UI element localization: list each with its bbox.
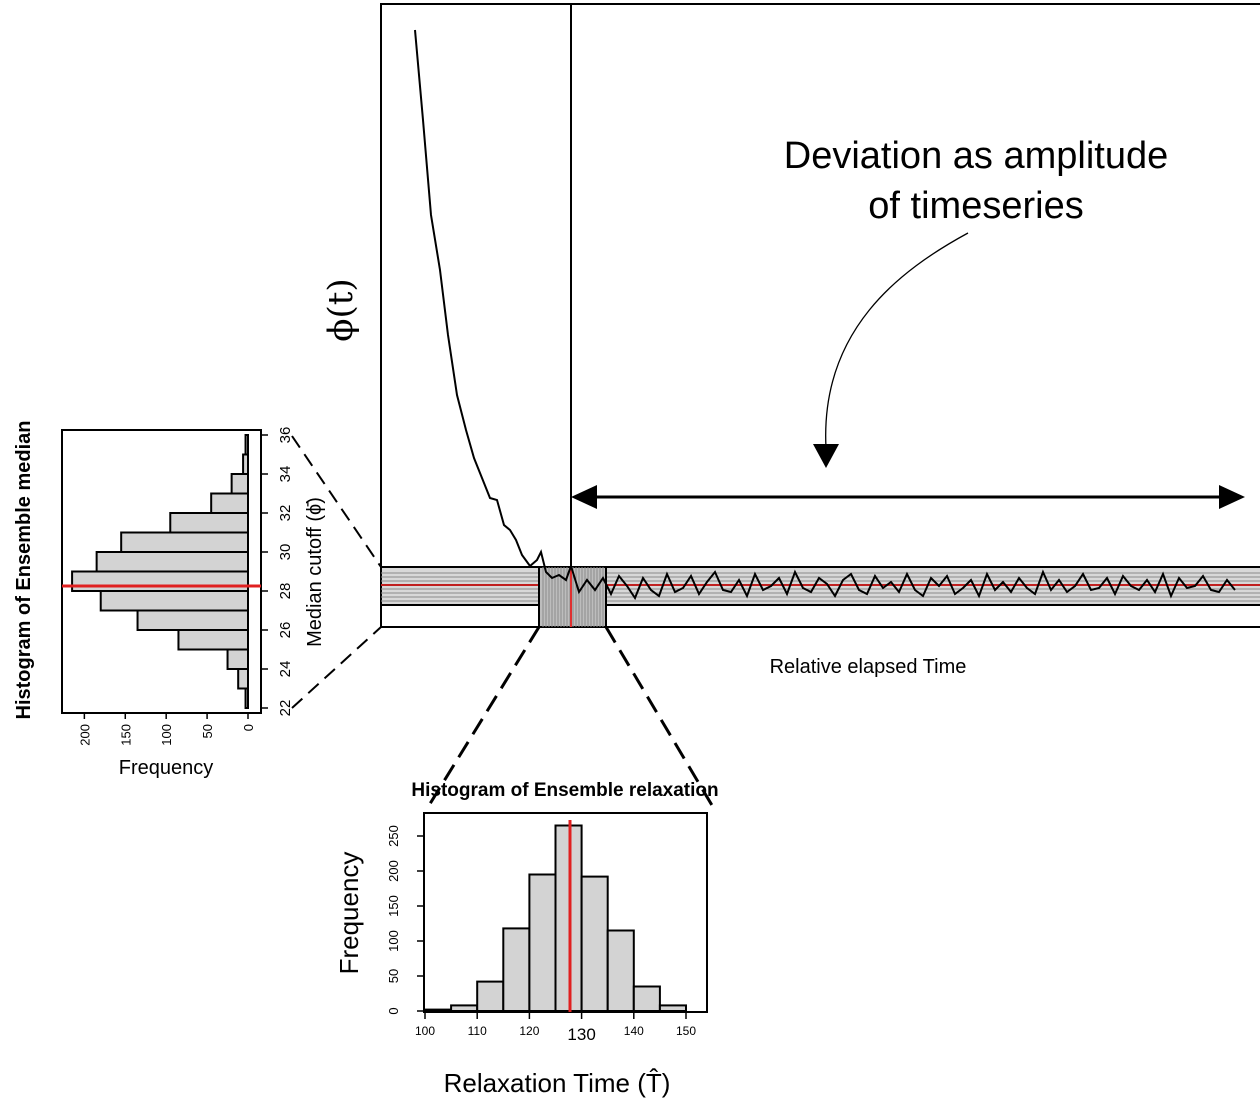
relaxation-x-tick-label: 110: [468, 1024, 487, 1038]
relaxation-bar: [658, 1004, 688, 1013]
median-histogram-frame: [61, 429, 262, 714]
relaxation-x-tick-label: 140: [624, 1024, 644, 1038]
median-histogram: 22 24 26 28 30 32 34 36 200 150 100 50 0 Median cut…: [13, 421, 326, 779]
relaxation-bar: [606, 929, 635, 1012]
relaxation-y-tick-label: 150: [386, 895, 401, 917]
main-panel: Deviation as amplitude of timeseries ϕ(t…: [321, 3, 1260, 678]
time-axis-label: Relative elapsed Time: [770, 656, 967, 678]
relaxation-x-tick-label: 120: [519, 1024, 539, 1038]
median-cutoff-axis-label: Median cutoff (ϕ̄): [304, 497, 326, 647]
median-frequency-tick-label: 150: [118, 724, 133, 746]
relaxation-frequency-label: Frequency: [334, 852, 364, 975]
median-cutoff-tick-label: 36: [277, 427, 294, 444]
median-bar: [95, 551, 249, 573]
relaxation-y-tick-label: 200: [386, 860, 401, 882]
median-bar: [99, 590, 249, 612]
annotation-line-2: of timeseries: [868, 185, 1083, 227]
relaxation-bar: [528, 873, 557, 1012]
median-cutoff-tick-label: 26: [277, 622, 294, 639]
relaxation-y-tick-label: 50: [386, 969, 401, 983]
median-bar: [244, 687, 250, 709]
median-cutoff-tick-label: 30: [277, 544, 294, 561]
main-panel-frame: [380, 3, 1260, 628]
median-cutoff-tick-label: 24: [277, 661, 294, 678]
median-bar: [120, 531, 249, 553]
median-cutoff-tick-label: 22: [277, 700, 294, 717]
median-bar: [226, 648, 250, 670]
annotation-line-1: Deviation as amplitude: [784, 135, 1168, 177]
median-frequency-tick-label: 50: [200, 724, 215, 738]
median-bar: [136, 609, 249, 631]
median-frequency-ticks: 200 150 100 50 0: [77, 713, 256, 746]
relaxation-y-tick-label: 250: [386, 825, 401, 847]
median-cutoff-tick-label: 28: [277, 583, 294, 600]
pointer-arrow-curve: [825, 232, 969, 449]
median-bar: [71, 570, 249, 592]
relaxation-histogram-title: Histogram of Ensemble relaxation: [411, 780, 718, 801]
relaxation-bar: [502, 927, 531, 1013]
relaxation-x-ticks: 100 110 120 130 140 150: [415, 1012, 696, 1044]
relaxation-x-tick-label: 100: [415, 1024, 435, 1038]
pointer-arrow-head: [813, 444, 839, 468]
median-bar: [210, 492, 250, 514]
relaxation-bar: [476, 980, 505, 1012]
connector-relax-left: [426, 626, 541, 808]
median-cutoff-tick-label: 34: [277, 466, 294, 483]
connector-relax-right: [604, 626, 715, 808]
median-bar: [242, 453, 250, 475]
relaxation-bar: [632, 985, 661, 1012]
median-frequency-tick-label: 100: [159, 724, 174, 746]
median-bar: [177, 629, 249, 651]
relaxation-time-label: Relaxation Time (T̂): [444, 1068, 671, 1098]
phi-axis-label: ϕ(t): [321, 278, 361, 341]
connector-lines: [291, 435, 715, 808]
phi-timeseries-line: [414, 29, 1236, 601]
arrow-right-head: [1219, 485, 1245, 509]
median-bar: [230, 473, 250, 495]
arrow-left-head: [571, 485, 597, 509]
relaxation-y-tick-label: 0: [386, 1007, 401, 1014]
median-frequency-tick-label: 200: [77, 724, 92, 746]
median-cutoff-ticks: 22 24 26 28 30 32 34 36: [261, 427, 294, 717]
relaxation-x-tick-label: 130: [567, 1025, 595, 1044]
median-bar: [237, 668, 250, 690]
relaxation-histogram-bars: [424, 824, 688, 1013]
relaxation-bar: [424, 1008, 453, 1012]
median-frequency-label: Frequency: [119, 757, 214, 779]
relaxation-histogram: Histogram of Ensemble relaxation 100 110 1…: [334, 780, 719, 1098]
median-frequency-tick-label: 0: [241, 724, 256, 731]
connector-bottom-left: [291, 626, 382, 709]
relaxation-bar: [450, 1004, 479, 1013]
relaxation-y-tick-label: 100: [386, 930, 401, 952]
median-cutoff-tick-label: 32: [277, 505, 294, 522]
relaxation-x-tick-label: 150: [676, 1024, 696, 1038]
median-bar: [244, 434, 250, 456]
median-histogram-bars: [71, 434, 250, 709]
median-histogram-title: Histogram of Ensemble median: [13, 421, 35, 720]
relaxation-bar: [580, 875, 609, 1012]
median-bar: [169, 512, 249, 534]
relaxation-y-ticks: 0 50 100 150 200 250: [386, 825, 424, 1015]
connector-top-left: [291, 435, 382, 568]
